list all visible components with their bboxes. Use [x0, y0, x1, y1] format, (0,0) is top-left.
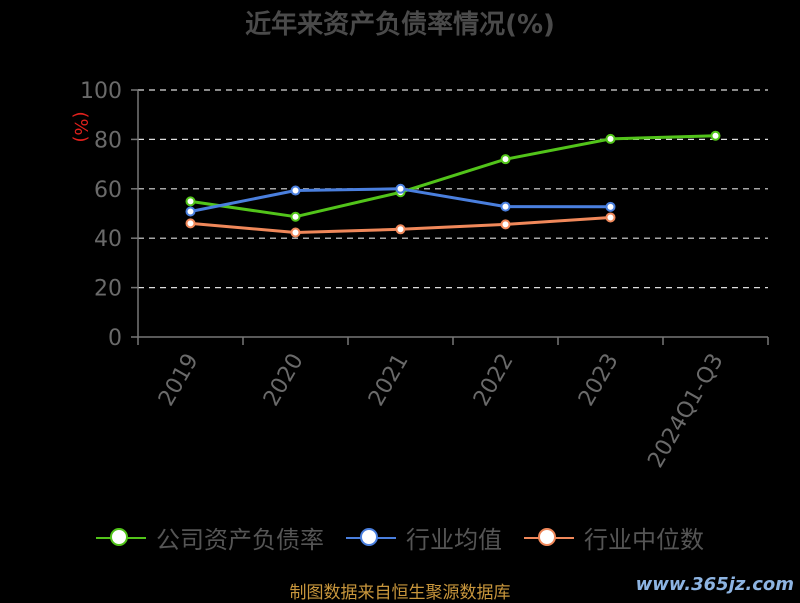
data-point: [500, 219, 511, 230]
data-point: [500, 154, 511, 165]
y-tick-label: 20: [94, 277, 122, 302]
data-point: [605, 212, 616, 223]
data-point: [605, 201, 616, 212]
data-point: [290, 227, 301, 238]
data-point: [185, 206, 196, 217]
series-points: [185, 130, 721, 238]
legend: 公司资产负债率 行业均值 行业中位数: [0, 520, 800, 555]
series-line-0: [190, 134, 716, 219]
legend-item[interactable]: 行业中位数: [524, 520, 704, 555]
data-point: [710, 130, 721, 141]
legend-item[interactable]: 公司资产负债率: [96, 520, 324, 555]
chart-title: 近年来资产负债率情况(%): [245, 10, 555, 40]
source-note: 制图数据来自恒生聚源数据库: [289, 583, 511, 603]
x-tick-label: 2022: [469, 350, 519, 411]
x-tick-label: 2020: [259, 350, 309, 411]
legend-swatch: [346, 527, 396, 548]
data-point: [395, 183, 406, 194]
x-tick-label: 2024Q1-Q3: [643, 350, 728, 473]
y-tick-label: 80: [94, 128, 122, 153]
y-tick-label: 100: [80, 79, 122, 104]
data-point: [185, 196, 196, 207]
gridlines: [138, 89, 768, 289]
watermark: www.365jz.com: [635, 574, 794, 595]
series-lines: [190, 134, 716, 234]
legend-label: 行业中位数: [584, 526, 704, 554]
data-point: [185, 218, 196, 229]
legend-item[interactable]: 行业均值: [346, 520, 502, 555]
y-tick-label: 0: [108, 326, 122, 351]
data-point: [290, 211, 301, 222]
data-point: [290, 185, 301, 196]
x-tick-label: 2019: [154, 350, 204, 411]
x-tick-label: 2023: [574, 350, 624, 411]
axes: [131, 89, 769, 345]
legend-swatch: [96, 527, 146, 548]
data-point: [395, 224, 406, 235]
legend-swatch: [524, 527, 574, 548]
legend-label: 行业均值: [406, 526, 502, 554]
y-tick-label: 60: [94, 178, 122, 203]
data-point: [500, 201, 511, 212]
data-point: [605, 133, 616, 144]
y-axis-label: (%): [70, 111, 91, 142]
x-tick-label: 2021: [364, 350, 414, 411]
y-tick-label: 40: [94, 227, 122, 252]
legend-label: 公司资产负债率: [156, 526, 324, 554]
